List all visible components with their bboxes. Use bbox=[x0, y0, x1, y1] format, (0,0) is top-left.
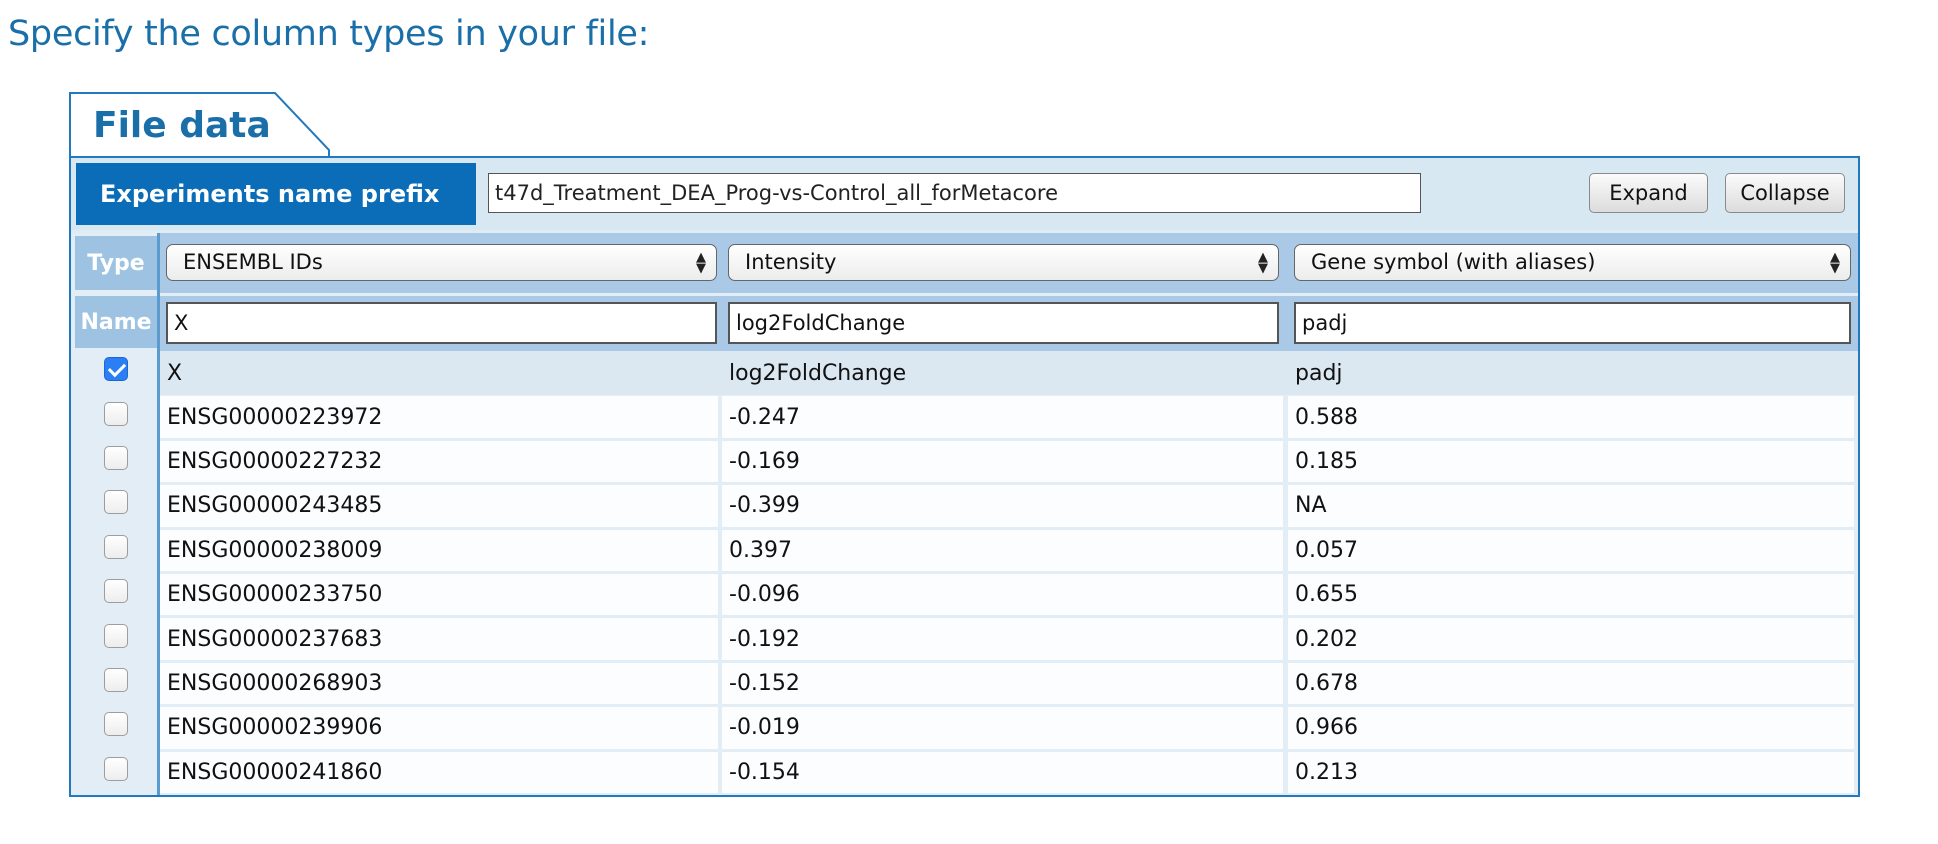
table-cell: -0.192 bbox=[722, 618, 1283, 660]
table-cell: ENSG00000238009 bbox=[160, 529, 718, 571]
row-checkbox[interactable] bbox=[104, 623, 128, 648]
table-cell: ENSG00000241860 bbox=[160, 751, 718, 793]
table-cell: -0.019 bbox=[722, 707, 1283, 749]
checkbox-cell bbox=[75, 440, 157, 484]
file-data-panel: Experiments name prefix t47d_Treatment_D… bbox=[69, 156, 1860, 797]
row-checkboxes bbox=[75, 351, 157, 795]
row-checkbox[interactable] bbox=[104, 490, 128, 515]
tab-file-data[interactable]: File data bbox=[69, 92, 331, 158]
table-row: ENSG00000238009 0.397 0.057 bbox=[160, 529, 1858, 573]
collapse-button[interactable]: Collapse bbox=[1725, 173, 1845, 213]
data-rows: X log2FoldChange padj ENSG00000223972 -0.… bbox=[160, 351, 1858, 795]
table-cell: ENSG00000233750 bbox=[160, 573, 718, 616]
row-checkbox[interactable] bbox=[104, 534, 128, 559]
column-divider bbox=[157, 233, 160, 795]
table-cell: ENSG00000223972 bbox=[160, 396, 718, 438]
prefix-row: Experiments name prefix t47d_Treatment_D… bbox=[71, 158, 1858, 230]
checkbox-cell bbox=[75, 751, 157, 795]
table-row: ENSG00000243485 -0.399 NA bbox=[160, 484, 1858, 528]
header-row-checkbox[interactable] bbox=[104, 357, 128, 382]
table-row: ENSG00000223972 -0.247 0.588 bbox=[160, 395, 1858, 439]
name-row: X log2FoldChange padj bbox=[160, 296, 1858, 351]
table-cell: 0.185 bbox=[1288, 440, 1854, 483]
type-label: Type bbox=[75, 236, 157, 290]
table-cell: 0.213 bbox=[1288, 751, 1854, 793]
table-cell: NA bbox=[1288, 485, 1854, 527]
header-data-row: X log2FoldChange padj bbox=[160, 351, 1858, 396]
row-checkbox[interactable] bbox=[104, 579, 128, 604]
checkbox-cell bbox=[75, 484, 157, 528]
table-row: ENSG00000241860 -0.154 0.213 bbox=[160, 751, 1858, 795]
checkbox-cell bbox=[75, 617, 157, 661]
row-checkbox[interactable] bbox=[104, 756, 128, 781]
table-row: ENSG00000233750 -0.096 0.655 bbox=[160, 573, 1858, 617]
column-type-select-3[interactable]: Gene symbol (with aliases) ▲ ▼ bbox=[1294, 244, 1851, 281]
column-type-select-1[interactable]: ENSEMBL IDs ▲ ▼ bbox=[166, 244, 717, 281]
side-column: Type Name bbox=[75, 233, 157, 795]
table-cell: ENSG00000237683 bbox=[160, 618, 718, 660]
select-value: Intensity bbox=[745, 250, 837, 274]
header-cell: X bbox=[167, 360, 183, 386]
row-checkbox[interactable] bbox=[104, 667, 128, 692]
checkbox-cell bbox=[75, 529, 157, 573]
prefix-label: Experiments name prefix bbox=[76, 163, 476, 225]
table-cell: -0.169 bbox=[722, 440, 1283, 483]
row-checkbox[interactable] bbox=[104, 712, 128, 737]
table-row: ENSG00000227232 -0.169 0.185 bbox=[160, 440, 1858, 484]
updown-arrows-icon: ▲ ▼ bbox=[1830, 249, 1840, 276]
header-cell: log2FoldChange bbox=[729, 360, 907, 386]
table-cell: 0.057 bbox=[1288, 529, 1854, 571]
table-cell: ENSG00000227232 bbox=[160, 440, 718, 483]
name-label: Name bbox=[75, 296, 157, 348]
header-checkbox-cell bbox=[75, 351, 157, 395]
page-title: Specify the column types in your file: bbox=[8, 14, 650, 54]
column-name-input-1[interactable]: X bbox=[166, 302, 717, 344]
tab-label: File data bbox=[93, 105, 271, 146]
row-checkbox[interactable] bbox=[104, 401, 128, 426]
table-cell: 0.588 bbox=[1288, 396, 1854, 438]
table-cell: -0.154 bbox=[722, 751, 1283, 793]
row-checkbox[interactable] bbox=[104, 445, 128, 470]
table-row: ENSG00000237683 -0.192 0.202 bbox=[160, 617, 1858, 661]
checkbox-cell bbox=[75, 706, 157, 750]
tab-shape bbox=[69, 92, 330, 158]
table-cell: -0.247 bbox=[722, 396, 1283, 438]
experiments-prefix-input[interactable]: t47d_Treatment_DEA_Prog-vs-Control_all_f… bbox=[488, 173, 1421, 213]
table-cell: 0.966 bbox=[1288, 707, 1854, 749]
table-cell: 0.397 bbox=[722, 529, 1283, 571]
table-cell: -0.399 bbox=[722, 485, 1283, 527]
column-name-input-2[interactable]: log2FoldChange bbox=[728, 302, 1279, 344]
data-area: ENSEMBL IDs ▲ ▼ Intensity ▲ ▼ Gene symbol … bbox=[160, 233, 1858, 795]
table-cell: -0.096 bbox=[722, 573, 1283, 616]
column-name-input-3[interactable]: padj bbox=[1294, 302, 1851, 344]
table-cell: 0.655 bbox=[1288, 573, 1854, 616]
table-row: ENSG00000268903 -0.152 0.678 bbox=[160, 662, 1858, 706]
table-cell: ENSG00000268903 bbox=[160, 662, 718, 705]
expand-button[interactable]: Expand bbox=[1589, 173, 1708, 213]
checkbox-cell bbox=[75, 573, 157, 617]
column-type-select-2[interactable]: Intensity ▲ ▼ bbox=[728, 244, 1279, 281]
updown-arrows-icon: ▲ ▼ bbox=[1258, 249, 1268, 276]
table-row: ENSG00000239906 -0.019 0.966 bbox=[160, 706, 1858, 750]
checkbox-cell bbox=[75, 395, 157, 439]
table-cell: 0.678 bbox=[1288, 662, 1854, 705]
table-cell: -0.152 bbox=[722, 662, 1283, 705]
select-value: Gene symbol (with aliases) bbox=[1311, 250, 1596, 274]
updown-arrows-icon: ▲ ▼ bbox=[696, 249, 706, 276]
table-cell: ENSG00000243485 bbox=[160, 485, 718, 527]
type-row: ENSEMBL IDs ▲ ▼ Intensity ▲ ▼ Gene symbol … bbox=[160, 233, 1858, 293]
table-cell: ENSG00000239906 bbox=[160, 707, 718, 749]
table-cell: 0.202 bbox=[1288, 618, 1854, 660]
column-grid: Type Name ENSEMBL IDs ▲ ▼ Intensity ▲ ▼ Ge… bbox=[71, 233, 1858, 795]
checkbox-cell bbox=[75, 662, 157, 706]
header-cell: padj bbox=[1295, 360, 1343, 386]
select-value: ENSEMBL IDs bbox=[183, 250, 323, 274]
